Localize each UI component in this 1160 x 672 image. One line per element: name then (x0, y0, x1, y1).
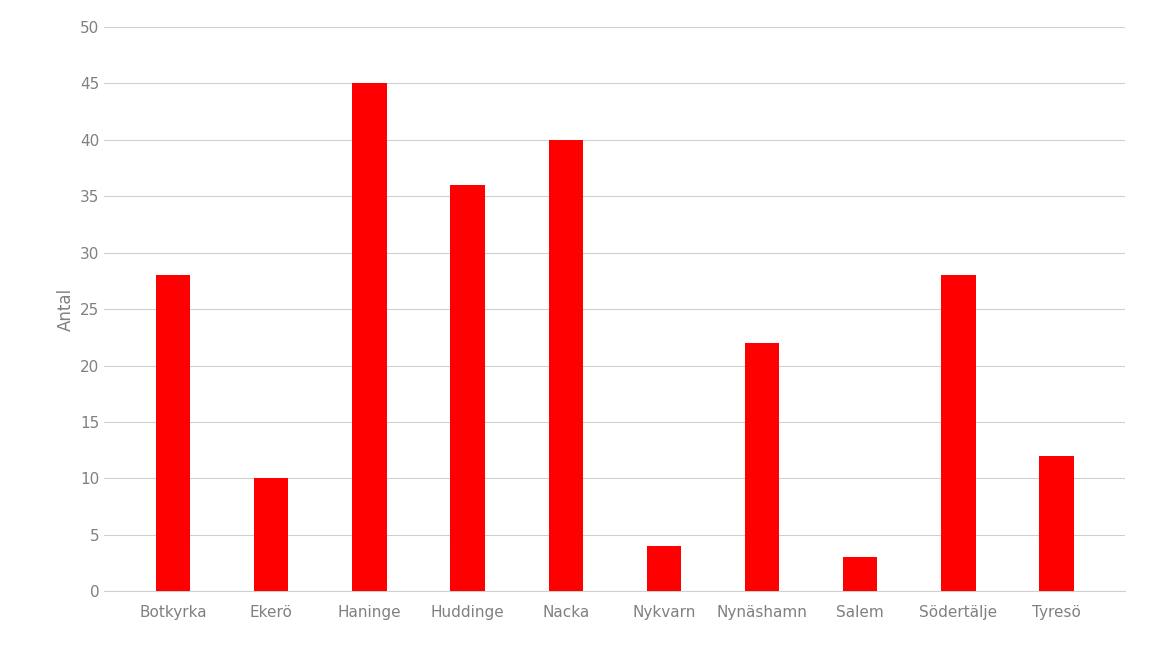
Bar (254, 478, 289, 591)
Bar (353, 83, 386, 591)
Bar (1039, 456, 1074, 591)
Y-axis label: Antal: Antal (57, 288, 74, 331)
Bar (745, 343, 780, 591)
Bar (647, 546, 681, 591)
Bar (843, 558, 877, 591)
Bar (450, 185, 485, 591)
Bar (549, 140, 583, 591)
Bar (941, 276, 976, 591)
Bar (155, 276, 190, 591)
